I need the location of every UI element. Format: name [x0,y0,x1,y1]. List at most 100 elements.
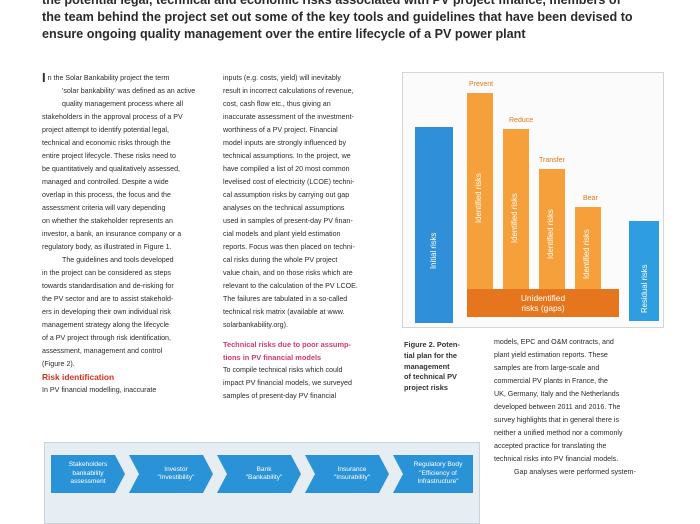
body-line: reports. Focus was then placed on techni… [223,243,355,251]
body-line: result in incorrect calculations of reve… [223,87,354,95]
body-line: model inputs are strongly influenced by [223,139,347,147]
body-line: The guidelines and tools developed [62,256,174,264]
prevent-bar [467,93,493,289]
body-line: inaccurate assessment of the investment- [223,113,354,121]
body-line: technical assumptions. In the project, w… [223,152,351,160]
body-line: quality management process where all [62,100,184,108]
bear-label: Bear [583,195,598,202]
body-line: overlap in this process, the focus and t… [42,191,171,199]
body-line: technical and economic risks through the [42,139,171,147]
body-line: used in samples of present-day PV finan- [223,217,353,225]
standfirst-line: ensure ongoing quality management over t… [42,27,526,41]
body-line: levelised cost of electricity (LCOE) tec… [223,178,355,186]
initial-risks-bar [415,127,453,323]
standfirst-line: the team behind the project set out some… [42,10,633,24]
section-heading-technical-risks: Technical risks due to poor assump- [223,340,351,349]
body-line: ers in developing their own individual r… [42,308,171,316]
body-line: in the project can be considered as step… [42,269,171,277]
body-line: on whether the stakeholder represents an [42,217,173,225]
body-line: (Figure 2). [42,360,75,368]
flow-box-bank: Bank "Bankability" [245,465,283,481]
body-line: commercial PV plants in France, the [494,377,608,385]
body-line: cial models and plant yield estimation [223,230,341,238]
flow-box-insurance: Insurance "Insurability" [333,465,371,481]
initial-risks-label: Initial risks [429,232,438,269]
body-line: To compile technical risks which could [223,366,343,374]
body-line: accepted practice for translating the [494,442,607,450]
body-line: 'solar bankability' was defined as an ac… [62,87,196,95]
residual-risks-label: Residual risks [640,264,649,313]
body-line: solarbankability.org). [223,321,288,329]
unidentified-risks-bar [467,289,619,317]
body-line: technical risk matrix (available at www. [223,308,345,316]
body-line: value chain, and on those risks which ar… [223,269,353,277]
body-line: worthiness of a PV project. Financial [223,126,338,134]
body-line: UK, Germany, Italy and the Netherlands [494,390,620,398]
body-line: have compiled a list of 20 most common [223,165,350,173]
identified-risks-label: Identified risks [582,229,591,279]
body-line: investor, a bank, an insurance company o… [42,230,182,238]
figure-1-stakeholder-flow: Stakeholders bankability assessment Inve… [44,442,480,524]
identified-risks-label: Identified risks [546,209,555,259]
unidentified-risks-label: Unidentified risks (gaps) [520,293,566,313]
article-standfirst: the potential legal, technical and econo… [0,0,700,43]
body-line: of a PV project through risk identificat… [42,334,171,342]
figure-2-caption: Figure 2. Poten- tial plan for the manag… [404,340,484,394]
body-line: analyses on the technical assumptions [223,204,345,212]
body-line: The failures are tabulated in a so-calle… [223,295,348,303]
identified-risks-label: Identified risks [510,193,519,243]
body-line: impact PV financial models, we surveyed [223,379,352,387]
body-line: cal assumption risks by carrying out gap [223,191,350,199]
caption-line: management [404,361,450,371]
body-line: assessment criteria will vary depending [42,204,166,212]
identified-risks-label: Identified risks [474,173,483,223]
body-line: cost, cash flow etc., thus giving an [223,100,331,108]
flow-arrows [51,455,473,493]
body-line: entire project lifecycle. These risks ne… [42,152,176,160]
transfer-label: Transfer [539,157,565,164]
figure-2-risk-plan: Initial risks Prevent Identified risks R… [402,72,664,328]
body-line: management strategy along the lifecycle [42,321,169,329]
body-line: inputs (e.g. costs, yield) will inevitab… [223,74,341,82]
body-line: developed between 2011 and 2016. The [494,403,621,411]
text-column-2: inputs (e.g. costs, yield) will inevitab… [223,72,393,403]
body-line: regulatory body, as illustrated in Figur… [42,243,172,251]
text-column-3: models, EPC and O&M contracts, and plant… [494,336,664,479]
body-line: Gap analyses were performed system- [514,468,636,476]
flow-box-investor: Investor "Investibility" [157,465,195,481]
residual-risks-bar [629,221,659,321]
caption-line: Figure 2. Poten- [404,340,460,349]
body-line: neither a unified method nor a commonly [494,429,623,437]
reduce-label: Reduce [509,117,534,124]
body-line: models, EPC and O&M contracts, and [494,338,614,346]
body-line: be quantitatively and qualitatively asse… [42,165,181,173]
section-heading-technical-risks: tions in PV financial models [223,353,322,362]
flow-box-stakeholders: Stakeholders bankability assessment [68,461,108,486]
body-line: In PV financial modelling, inaccurate [42,386,157,394]
section-heading-risk-identification: Risk identification [42,372,115,382]
body-line: cal risks during the whole PV project [223,256,338,264]
caption-line: project risks [404,383,448,393]
body-line: relevant to the calculation of the PV LC… [223,282,358,290]
flow-box-regulatory-body: Regulatory Body "Efficiency of Infrastru… [413,461,463,486]
body-line: towards standardisation and de-risking f… [42,282,174,290]
body-line: assessment, management and control [42,347,163,355]
caption-line: tial plan for the [404,350,457,360]
drop-cap: I [42,70,46,85]
body-line: samples are from large-scale and [494,364,600,372]
standfirst-line: the potential legal, technical and econo… [42,0,621,7]
body-line: survey highlights that in general there … [494,416,619,424]
body-line: technical risks into PV financial models… [494,455,619,463]
body-line: stakeholders in the approval process of … [42,113,183,121]
body-line: managed and controlled. Despite a wide [42,178,169,186]
body-line: plant yield estimation reports. These [494,351,608,359]
prevent-label: Prevent [469,81,494,88]
body-line: the PV sector and are to assist stakehol… [42,295,174,303]
transfer-bar [539,169,565,289]
caption-line: of technical PV [404,372,457,382]
body-line: samples of present-day PV financial [223,392,337,400]
body-line: project attempt to identify potential le… [42,126,169,134]
reduce-bar [503,129,529,289]
